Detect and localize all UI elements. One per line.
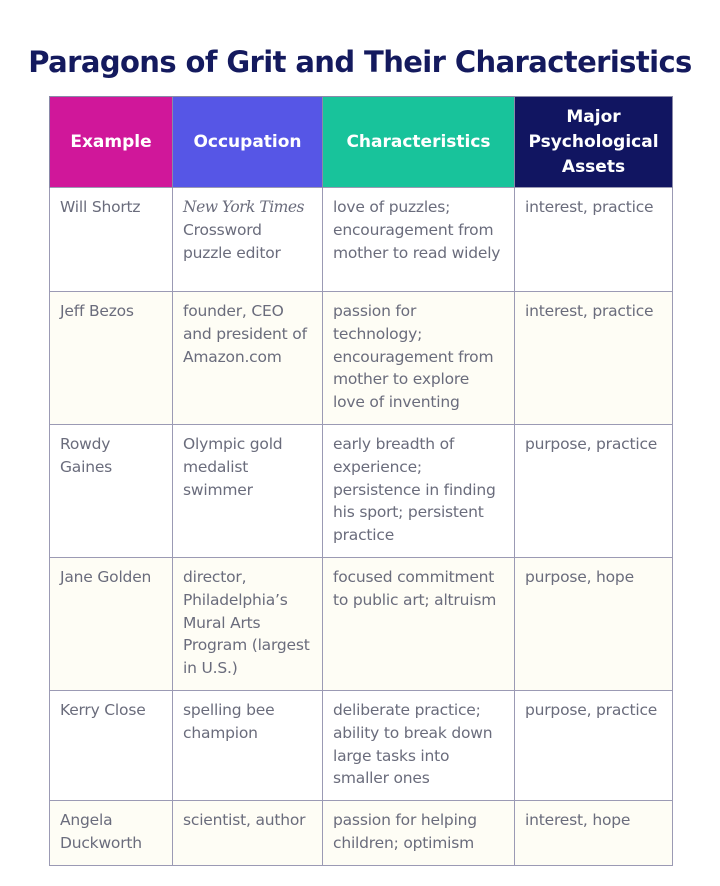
cell-assets: purpose, practice (514, 423, 673, 558)
cell-example: Jeff Bezos (49, 291, 173, 425)
grit-table: Example Occupation Characteristics Major… (49, 96, 673, 866)
cell-characteristics: passion for helping children; optimism (322, 800, 515, 866)
cell-characteristics: love of puzzles; encouragement from moth… (322, 187, 515, 292)
cell-example: Kerry Close (49, 689, 173, 802)
header-occupation: Occupation (172, 96, 323, 188)
cell-occupation: Olympic gold medalist swimmer (172, 423, 323, 558)
table-row: Rowdy Gaines Olympic gold medalist swimm… (49, 423, 673, 558)
page-title: Paragons of Grit and Their Characteristi… (28, 45, 692, 79)
cell-assets: interest, practice (514, 187, 673, 292)
cell-example: Jane Golden (49, 556, 173, 691)
table-row: Jeff Bezos founder, CEO and president of… (49, 291, 673, 425)
header-example: Example (49, 96, 173, 188)
header-assets-line: Major (566, 106, 621, 127)
table-row: Angela Duckworth scientist, author passi… (49, 800, 673, 866)
cell-characteristics: passion for technology; encouragement fr… (322, 291, 515, 425)
cell-assets: purpose, hope (514, 556, 673, 691)
publication-title: New York Times (183, 198, 305, 216)
header-assets-line: Psychological (528, 131, 659, 152)
table-header-row: Example Occupation Characteristics Major… (49, 96, 673, 188)
table-row: Kerry Close spelling bee champion delibe… (49, 689, 673, 802)
header-characteristics: Characteristics (322, 96, 515, 188)
cell-characteristics: focused commitment to public art; altrui… (322, 556, 515, 691)
cell-assets: purpose, practice (514, 689, 673, 802)
cell-occupation: director, Philadelphia’s Mural Arts Prog… (172, 556, 323, 691)
table-row: Will Shortz New York Times Crossword puz… (49, 187, 673, 292)
cell-occupation: spelling bee champion (172, 689, 323, 802)
cell-occupation: founder, CEO and president of Amazon.com (172, 291, 323, 425)
cell-example: Rowdy Gaines (49, 423, 173, 558)
table-row: Jane Golden director, Philadelphia’s Mur… (49, 556, 673, 691)
occupation-text: Crossword puzzle editor (183, 220, 281, 262)
cell-characteristics: early breadth of experience; persistence… (322, 423, 515, 558)
cell-assets: interest, practice (514, 291, 673, 425)
header-assets-line: Assets (561, 156, 626, 177)
cell-occupation: scientist, author (172, 800, 323, 866)
cell-occupation: New York Times Crossword puzzle editor (172, 187, 323, 292)
cell-example: Will Shortz (49, 187, 173, 292)
cell-characteristics: deliberate practice; ability to break do… (322, 689, 515, 802)
cell-assets: interest, hope (514, 800, 673, 866)
cell-example: Angela Duckworth (49, 800, 173, 866)
header-major-psychological-assets: Major Psychological Assets (514, 96, 673, 188)
